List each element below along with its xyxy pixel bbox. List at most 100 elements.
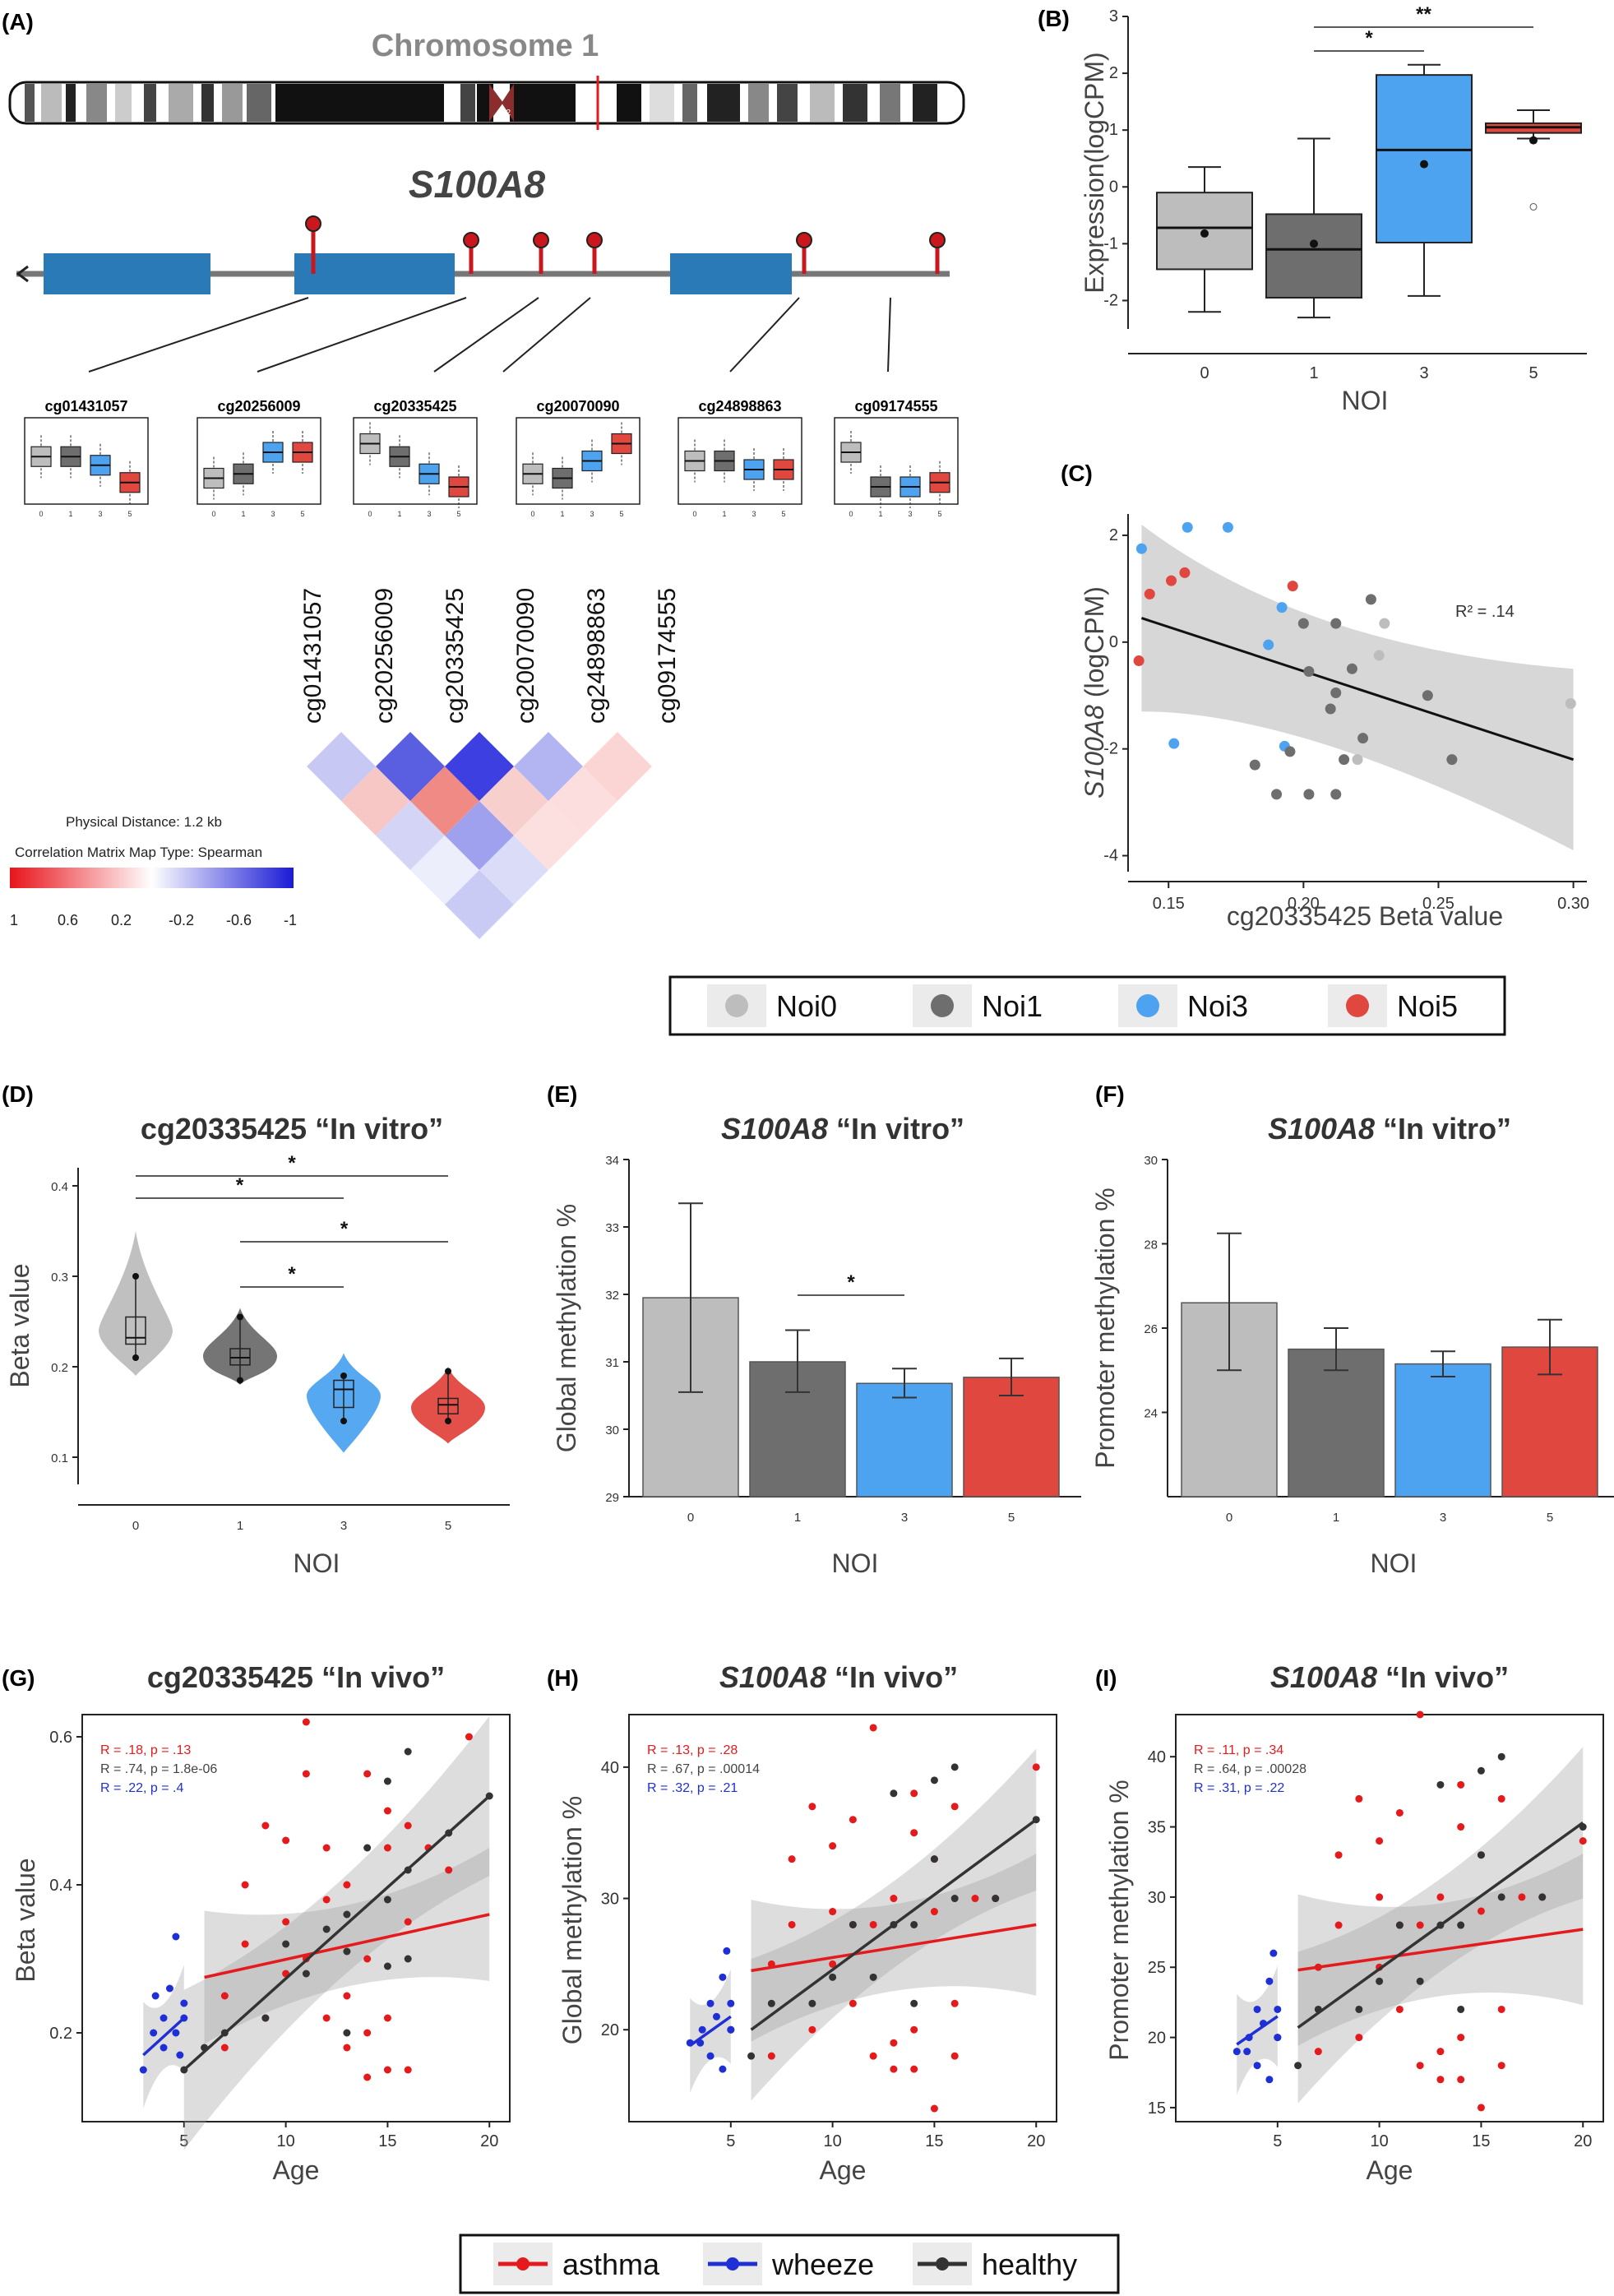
- box-outlier: [1529, 202, 1538, 211]
- ld-cell: [583, 732, 652, 801]
- scatter-point: [808, 2025, 816, 2034]
- ld-map-type: Correlation Matrix Map Type: Spearman: [15, 845, 262, 860]
- scatter-point: [1135, 543, 1147, 554]
- scatter-point: [1395, 2005, 1404, 2013]
- panel-e-title-rest: “In vitro”: [828, 1112, 964, 1146]
- scatter-point: [1355, 2034, 1363, 2042]
- legend-noi: Noi0 Noi1 Noi3 Noi5: [668, 975, 1506, 1036]
- legend-key-Noi0: [725, 994, 748, 1017]
- scatter-point: [404, 1747, 412, 1756]
- scatter-point: [1457, 1823, 1465, 1831]
- scatter-point: [1416, 2062, 1424, 2070]
- scatter-point: [849, 1816, 857, 1824]
- y-tick-label: 15: [1148, 2099, 1166, 2118]
- x-tick-label: 3: [1419, 364, 1428, 382]
- cpg-lollipop: [305, 215, 321, 232]
- ld-color-scale: 1 0.6 0.2 -0.2 -0.6 -1: [10, 868, 297, 928]
- y-tick-label: -2: [1103, 740, 1118, 758]
- stat-label-asthma: R = .13, p = .28: [647, 1743, 738, 1757]
- scatter-point: [343, 1881, 351, 1889]
- y-tick-label: 0.6: [49, 1729, 72, 1747]
- ld-cpg-label: cg24898863: [583, 588, 610, 724]
- panel-h-chart: 20 30 40 5 10 15 20 Global methylation % Age R = …: [557, 1714, 1057, 2185]
- scatter-point: [1395, 1921, 1404, 1929]
- panel-a-letter: (A): [2, 9, 34, 35]
- scatter-point: [1477, 2104, 1485, 2112]
- regression-line: [750, 1818, 1038, 2031]
- chromosome-band-block: [617, 84, 641, 122]
- scatter-point: [1166, 575, 1177, 586]
- bar: [963, 1377, 1060, 1497]
- y-tick-label: 33: [605, 1221, 619, 1235]
- violin-point: [340, 1373, 347, 1379]
- scatter-point: [1339, 754, 1350, 766]
- box-mean: [1310, 239, 1318, 248]
- scatter-point: [343, 1910, 351, 1919]
- legend-label-Noi5: Noi5: [1397, 989, 1458, 1023]
- x-tick-label: 20: [480, 2132, 498, 2150]
- chromosome-band-block: [201, 84, 214, 122]
- scatter-point: [930, 1776, 938, 1784]
- regression-line: [1297, 1928, 1584, 1972]
- legend-label-Noi3: Noi3: [1187, 989, 1248, 1023]
- y-tick-label: 0.1: [51, 1451, 68, 1465]
- panel-d-chart: 0.1 0.2 0.3 0.4 Beta value NOI 0 1 3 5 * * * *: [5, 1152, 510, 1578]
- ld-cpg-label: cg20256009: [371, 588, 398, 724]
- scatter-point: [1355, 2005, 1363, 2013]
- panel-i-title-rest: “In vivo”: [1377, 1660, 1509, 1694]
- bar: [856, 1382, 953, 1497]
- y-axis-label: Global methylation %: [557, 1796, 587, 2044]
- scatter-point: [890, 1895, 898, 1903]
- ld-cpg-label: cg20335425: [442, 588, 469, 724]
- scatter-point: [971, 1895, 979, 1903]
- scatter-point: [1334, 1851, 1343, 1859]
- chromosome-band-block: [247, 84, 271, 122]
- mini-tick: 0: [368, 510, 372, 518]
- scatter-point: [723, 1947, 731, 1955]
- cpg-link: [88, 297, 309, 373]
- scatter-point: [1497, 2062, 1505, 2070]
- scatter-point: [282, 1940, 290, 1948]
- x-axis-label: Age: [273, 2155, 320, 2185]
- x-tick-label: 10: [276, 2132, 294, 2150]
- x-tick-label: 10: [1370, 2132, 1388, 2150]
- scatter-point: [1477, 1766, 1485, 1775]
- x-tick-label: 1: [1309, 364, 1318, 382]
- x-tick-label: 0: [132, 1519, 139, 1533]
- scatter-point: [1249, 759, 1260, 771]
- scatter-point: [322, 1925, 331, 1933]
- scatter-point: [1416, 1710, 1424, 1719]
- y-tick-label: 35: [1148, 1819, 1166, 1837]
- scatter-point: [869, 1973, 877, 1981]
- panel-e-title-gene: S100A8: [721, 1112, 828, 1146]
- scatter-point: [930, 1855, 938, 1863]
- y-tick-label: 0.2: [49, 2025, 72, 2043]
- scatter-point: [241, 1881, 249, 1889]
- mini-plot-title: cg20256009: [217, 398, 300, 414]
- scatter-point: [1133, 655, 1145, 667]
- ld-scale-label: 0.2: [111, 912, 132, 928]
- mini-tick: 1: [241, 510, 245, 518]
- x-tick-label: 5: [1008, 1511, 1015, 1525]
- legend-key-healthy: [936, 2257, 949, 2271]
- mini-tick: 3: [98, 510, 102, 518]
- y-tick-label: 20: [601, 2021, 619, 2039]
- scatter-point: [950, 2052, 959, 2060]
- mini-tick: 0: [211, 510, 215, 518]
- significance-label: *: [288, 1263, 296, 1285]
- legend-label-wheeze: wheeze: [771, 2247, 874, 2281]
- mini-tick: 1: [560, 510, 564, 518]
- scatter-point: [1579, 1837, 1587, 1845]
- legend-key-Noi5: [1346, 994, 1369, 1017]
- scatter-point: [1334, 1921, 1343, 1929]
- y-axis-label: Beta value: [11, 1858, 40, 1982]
- y-axis-label: Expression(logCPM): [1080, 52, 1109, 293]
- bar: [1288, 1348, 1385, 1497]
- scatter-point: [1477, 1907, 1485, 1915]
- scatter-point: [1032, 1763, 1040, 1771]
- scatter-point: [383, 1962, 391, 1970]
- scatter-point: [1355, 1794, 1363, 1803]
- scatter-point: [1265, 2076, 1274, 2084]
